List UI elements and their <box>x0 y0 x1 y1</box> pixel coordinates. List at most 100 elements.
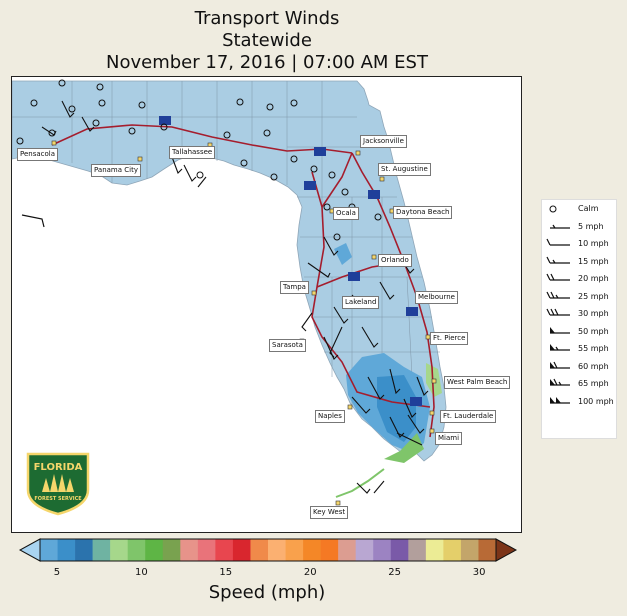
colorbar-segment <box>338 539 356 561</box>
colorbar-segment <box>92 539 111 561</box>
wind-barbs <box>41 100 429 494</box>
city-label-tampa: Tampa <box>280 281 309 294</box>
florida-keys <box>335 468 385 498</box>
barb-65-icon <box>550 378 570 386</box>
city-label-key-west: Key West <box>310 506 349 519</box>
barb-25-icon <box>546 291 570 299</box>
legend-item-5: 5 mph <box>542 220 618 234</box>
barb-5-icon <box>550 224 570 229</box>
colorbar-min-arrow <box>18 538 41 562</box>
colorbar-segment <box>355 539 374 561</box>
legend-label: 5 mph <box>578 221 604 231</box>
colorbar-tick-label: 30 <box>472 567 486 578</box>
barb-100-icon <box>550 396 570 404</box>
legend-item-100: 100 mph <box>542 395 618 409</box>
colorbar-segment <box>162 539 181 561</box>
barb-55-icon <box>550 344 570 351</box>
city-label-ocala: Ocala <box>333 207 359 220</box>
city-label-lakeland: Lakeland <box>342 296 380 309</box>
colorbar-segment <box>232 539 251 561</box>
speed-area-10b <box>384 433 424 463</box>
legend-item-20: 20 mph <box>542 272 618 286</box>
wind-speed-legend: Calm 5 mph 10 mph 15 mph 20 mph 25 mph 3… <box>541 199 617 439</box>
colorbar-segment <box>478 539 497 561</box>
florida-forest-service-logo <box>26 452 90 516</box>
legend-item-50: 50 mph <box>542 325 618 339</box>
colorbar-tick-label: 5 <box>53 567 61 578</box>
logo-text-forest-service: FOREST SERVICE <box>34 496 82 502</box>
city-label-jacksonville: Jacksonville <box>360 135 407 148</box>
colorbar-tick-label: 20 <box>303 567 317 578</box>
legend-label: 10 mph <box>578 239 609 248</box>
barb-50-icon <box>550 326 570 334</box>
legend-label: 60 mph <box>578 361 609 371</box>
legend-item-60: 60 mph <box>542 360 618 374</box>
colorbar-segment <box>320 539 339 561</box>
legend-label: Calm <box>578 204 599 213</box>
colorbar-segment <box>268 539 286 561</box>
colorbar-segment <box>390 539 409 561</box>
colorbar-segment <box>285 539 304 561</box>
colorbar-segment <box>373 539 392 561</box>
colorbar-segment <box>197 539 216 561</box>
city-label-st-augustine: St. Augustine <box>378 163 431 176</box>
colorbar-segment <box>40 539 58 561</box>
colorbar-segment <box>127 539 146 561</box>
colorbar-max-arrow <box>495 538 518 562</box>
city-label-west-palm-beach: West Palm Beach <box>444 376 511 389</box>
speed-colorbar <box>18 538 518 562</box>
title-line-1: Transport Winds <box>194 8 340 29</box>
city-label-orlando: Orlando <box>378 254 412 267</box>
barb-60-icon <box>550 361 570 369</box>
colorbar-segment <box>110 539 128 561</box>
city-label-daytona-beach: Daytona Beach <box>393 206 453 219</box>
legend-label: 30 mph <box>578 309 609 318</box>
city-label-sarasota: Sarasota <box>269 339 306 352</box>
colorbar-segment <box>180 539 199 561</box>
legend-label: 20 mph <box>578 274 609 283</box>
legend-label: 25 mph <box>578 291 609 301</box>
calm-markers <box>16 79 382 241</box>
title-line-3: November 17, 2016 | 07:00 AM EST <box>106 52 428 73</box>
legend-item-30: 30 mph <box>542 307 618 321</box>
city-label-panama-city: Panama City <box>91 164 141 177</box>
wind-barb-gulf <box>21 214 45 228</box>
colorbar-segment <box>408 539 427 561</box>
colorbar-segment <box>460 539 479 561</box>
colorbar-tick-label: 15 <box>219 567 233 578</box>
legend-label: 100 mph <box>578 396 614 406</box>
colorbar-tick-label: 25 <box>388 567 402 578</box>
colorbar-segment <box>57 539 76 561</box>
colorbar-tick-label: 10 <box>134 567 148 578</box>
colorbar-segment <box>425 539 444 561</box>
barb-10-icon <box>546 238 570 246</box>
city-label-ft-lauderdale: Ft. Lauderdale <box>440 410 497 423</box>
calm-icon <box>549 205 557 213</box>
colorbar-segment <box>75 539 93 561</box>
colorbar-border <box>39 538 497 562</box>
title-line-2: Statewide <box>222 30 312 51</box>
barb-30-icon <box>546 308 570 316</box>
legend-item-55: 55 mph <box>542 342 618 356</box>
colorbar-segment <box>145 539 164 561</box>
city-label-melbourne: Melbourne <box>415 291 458 304</box>
colorbar-segment <box>250 539 269 561</box>
speed-area-5-10b <box>377 375 416 442</box>
barb-15-icon <box>546 256 570 264</box>
legend-item-65: 65 mph <box>542 377 618 391</box>
logo-text-florida: FLORIDA <box>33 462 83 473</box>
city-label-naples: Naples <box>315 410 345 423</box>
map-panel: Pensacola Panama City Tallahassee Jackso… <box>11 76 522 533</box>
colorbar-segment <box>215 539 234 561</box>
legend-label: 15 mph <box>578 256 609 266</box>
city-label-miami: Miami <box>435 432 463 445</box>
orlando-low <box>334 243 352 265</box>
barb-20-icon <box>546 273 570 281</box>
interstate-shields <box>159 116 422 406</box>
legend-item-15: 15 mph <box>542 255 618 269</box>
colorbar-segment <box>443 539 462 561</box>
legend-item-calm: Calm <box>542 202 618 216</box>
city-label-pensacola: Pensacola <box>17 148 59 161</box>
city-label-tallahassee: Tallahassee <box>169 146 216 159</box>
legend-item-10: 10 mph <box>542 237 618 251</box>
